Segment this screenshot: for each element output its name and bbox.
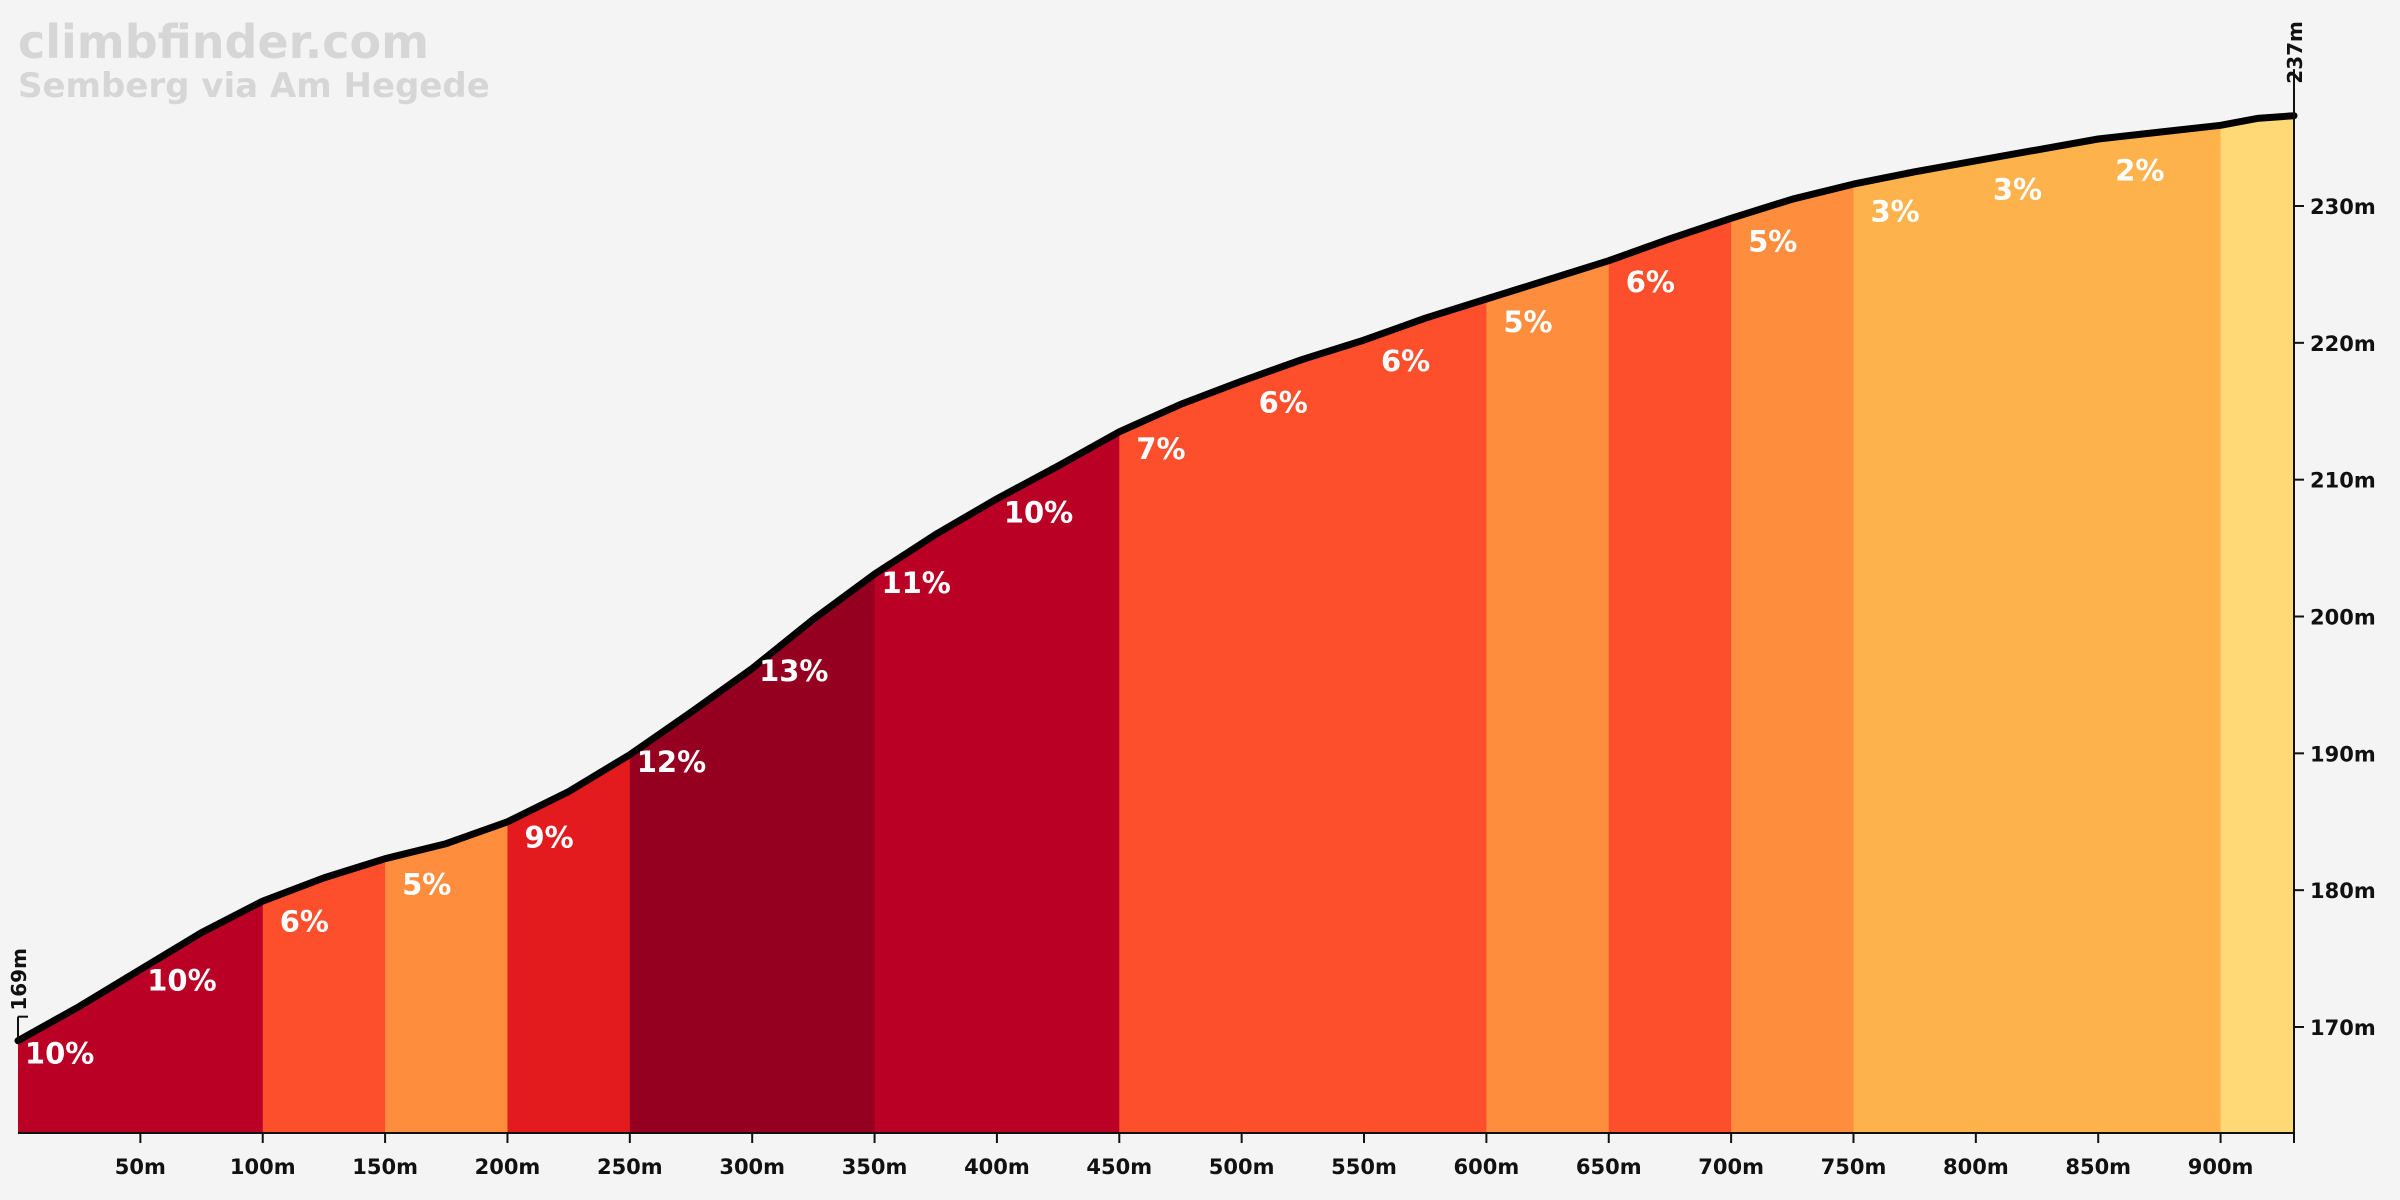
grade-segment-9: [1608, 115, 1732, 1133]
x-tick-label-100: 100m: [230, 1155, 296, 1179]
grade-segment-10: [1731, 115, 1855, 1133]
grade-segment-3: [385, 115, 509, 1133]
grade-segments: [18, 115, 2294, 1133]
chart-header: climbfinder.com Semberg via Am Hegede: [18, 15, 490, 106]
x-tick-label-800: 800m: [1943, 1155, 2009, 1179]
x-tick-label-750: 750m: [1821, 1155, 1887, 1179]
grade-label-9: 10%: [1004, 495, 1073, 529]
x-tick-label-900: 900m: [2188, 1155, 2254, 1179]
start-elevation-label: 169m: [7, 948, 31, 1011]
y-tick-label-210: 210m: [2310, 469, 2376, 493]
grade-segment-12: [2220, 115, 2294, 1133]
elevation-line: [14, 112, 2298, 1045]
grade-labels: 10% 10% 6% 5% 9% 12% 13% 11% 10% 7% 6% 6% 5% 6% 5% 3% 3%…: [25, 153, 2165, 1070]
grade-label-18: 2%: [2115, 153, 2164, 187]
y-tick-label-190: 190m: [2310, 742, 2376, 766]
grade-label-4: 5%: [402, 867, 451, 901]
x-tick-label-600: 600m: [1454, 1155, 1520, 1179]
grade-segment-4: [507, 115, 631, 1133]
grade-segment-5: [629, 115, 876, 1133]
y-tick-label-230: 230m: [2310, 195, 2376, 219]
x-tick-label-350: 350m: [842, 1155, 908, 1179]
grade-label-6: 12%: [637, 745, 706, 779]
x-tick-label-400: 400m: [964, 1155, 1030, 1179]
x-tick-label-700: 700m: [1698, 1155, 1764, 1179]
grade-segment-2: [262, 115, 386, 1133]
grade-segment-7: [1119, 115, 1487, 1133]
x-tick-label-200: 200m: [475, 1155, 541, 1179]
x-tick-label-850: 850m: [2065, 1155, 2131, 1179]
grade-label-2: 10%: [147, 963, 216, 997]
chart-subtitle: Semberg via Am Hegede: [18, 66, 490, 106]
y-tick-label-220: 220m: [2310, 332, 2376, 356]
grade-label-8: 11%: [881, 566, 950, 600]
grade-label-12: 6%: [1381, 344, 1430, 378]
x-tick-label-300: 300m: [719, 1155, 785, 1179]
grade-label-14: 6%: [1626, 265, 1675, 299]
grade-label-3: 6%: [280, 904, 329, 938]
grade-segment-8: [1486, 115, 1610, 1133]
y-tick-label-180: 180m: [2310, 879, 2376, 903]
grade-label-17: 3%: [1993, 172, 2042, 206]
grade-label-10: 7%: [1136, 432, 1185, 466]
x-tick-label-550: 550m: [1331, 1155, 1397, 1179]
end-elevation-label: 237m: [2283, 21, 2307, 84]
x-tick-label-50: 50m: [115, 1155, 166, 1179]
grade-label-11: 6%: [1259, 385, 1308, 419]
grade-label-15: 5%: [1748, 224, 1797, 258]
grade-label-16: 3%: [1870, 195, 1919, 229]
y-tick-label-200: 200m: [2310, 606, 2376, 630]
x-tick-label-650: 650m: [1576, 1155, 1642, 1179]
grade-segment-11: [1853, 115, 2222, 1133]
axes: 50m 100m 150m 200m 250m 300m 350m 400m 450m 500m 5…: [7, 21, 2376, 1179]
chart-title: climbfinder.com: [18, 15, 429, 69]
x-tick-label-250: 250m: [597, 1155, 663, 1179]
grade-label-1: 10%: [25, 1036, 94, 1070]
grade-segment-1: [18, 115, 264, 1133]
x-tick-label-500: 500m: [1209, 1155, 1275, 1179]
y-tick-label-170: 170m: [2310, 1016, 2376, 1040]
x-tick-label-150: 150m: [352, 1155, 418, 1179]
x-tick-label-450: 450m: [1086, 1155, 1152, 1179]
grade-label-7: 13%: [759, 654, 828, 688]
grade-label-13: 5%: [1503, 305, 1552, 339]
grade-label-5: 9%: [524, 820, 573, 854]
